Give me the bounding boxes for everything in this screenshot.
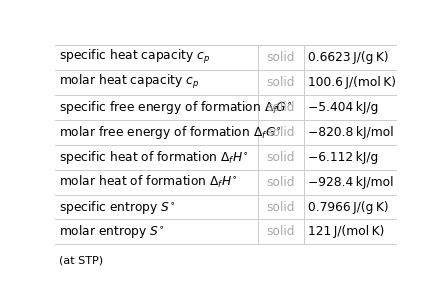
Text: solid: solid — [267, 151, 295, 163]
Text: $\mathregular{molar\ heat\ of\ formation}\ \Delta_{f}H^{\circ}$: $\mathregular{molar\ heat\ of\ formation… — [59, 174, 238, 190]
Text: solid: solid — [267, 225, 295, 239]
Text: 100.6 J/(mol K): 100.6 J/(mol K) — [308, 76, 396, 89]
Text: solid: solid — [267, 200, 295, 214]
Text: $\mathregular{molar\ entropy}\ S^{\circ}$: $\mathregular{molar\ entropy}\ S^{\circ}… — [59, 224, 165, 240]
Text: $\mathregular{molar\ free\ energy\ of\ formation}\ \Delta_{f}G^{\circ}$: $\mathregular{molar\ free\ energy\ of\ f… — [59, 124, 282, 141]
Text: $\mathregular{specific\ entropy}\ S^{\circ}$: $\mathregular{specific\ entropy}\ S^{\ci… — [59, 199, 176, 216]
Text: 0.7966 J/(g K): 0.7966 J/(g K) — [308, 200, 389, 214]
Text: solid: solid — [267, 76, 295, 89]
Text: −6.112 kJ/g: −6.112 kJ/g — [308, 151, 378, 163]
Text: −5.404 kJ/g: −5.404 kJ/g — [308, 101, 378, 114]
Text: (at STP): (at STP) — [59, 256, 103, 266]
Text: solid: solid — [267, 101, 295, 114]
Text: 0.6623 J/(g K): 0.6623 J/(g K) — [308, 51, 389, 64]
Text: 121 J/(mol K): 121 J/(mol K) — [308, 225, 385, 239]
Text: $\mathregular{specific\ free\ energy\ of\ formation}\ \Delta_{f}G^{\circ}$: $\mathregular{specific\ free\ energy\ of… — [59, 99, 292, 116]
Text: $\mathregular{molar\ heat\ capacity}\ c_{p}$: $\mathregular{molar\ heat\ capacity}\ c_… — [59, 73, 199, 91]
Text: solid: solid — [267, 51, 295, 64]
Text: −928.4 kJ/mol: −928.4 kJ/mol — [308, 176, 393, 188]
Text: solid: solid — [267, 126, 295, 139]
Text: solid: solid — [267, 176, 295, 188]
Text: −820.8 kJ/mol: −820.8 kJ/mol — [308, 126, 394, 139]
Text: $\mathregular{specific\ heat\ of\ formation}\ \Delta_{f}H^{\circ}$: $\mathregular{specific\ heat\ of\ format… — [59, 149, 249, 166]
Text: $\mathregular{specific\ heat\ capacity}\ c_{p}$: $\mathregular{specific\ heat\ capacity}\… — [59, 48, 210, 66]
